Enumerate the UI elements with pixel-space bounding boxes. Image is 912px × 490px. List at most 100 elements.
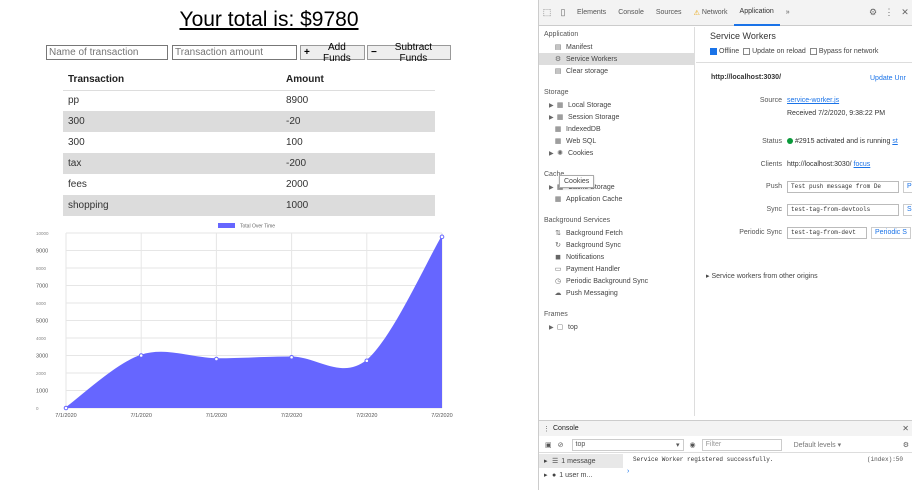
- status-value: #2915 activated and is running st: [787, 138, 898, 145]
- devtools-tabbar: ⬚ ▯ Elements Console Sources ⚠ Network Ap…: [539, 0, 912, 26]
- drawer-menu-icon[interactable]: ⋮: [543, 425, 550, 433]
- settings-gear-icon[interactable]: ⚙: [868, 7, 878, 17]
- close-devtools-icon[interactable]: ✕: [901, 7, 909, 17]
- sidebar-item-frame-top[interactable]: ▶ ▢ top: [549, 323, 578, 332]
- sync-input[interactable]: test-tag-from-devtools: [787, 204, 899, 216]
- status-dot-icon: [787, 138, 793, 145]
- header-transaction: Transaction: [63, 69, 281, 91]
- console-settings-icon[interactable]: ⚙: [902, 441, 909, 449]
- transaction-name-input[interactable]: [46, 45, 168, 60]
- periodic-sync-button[interactable]: Periodic S: [871, 227, 911, 239]
- sidebar-item-service-workers[interactable]: ⚙ Service Workers: [539, 53, 694, 65]
- sidebar-toggle-icon[interactable]: ▣: [545, 441, 552, 449]
- console-toolbar: ▣ ⊘ top ▾ ◉ Filter Default levels ▾ ⚙: [539, 437, 912, 453]
- more-tabs-button[interactable]: »: [785, 9, 790, 16]
- device-toolbar-icon[interactable]: ▯: [560, 7, 566, 17]
- close-drawer-icon[interactable]: ✕: [902, 424, 909, 433]
- expand-arrow-icon: ▸: [544, 472, 548, 479]
- data-point: [439, 234, 445, 240]
- console-source-link[interactable]: (index):50: [866, 456, 903, 463]
- transaction-amount-input[interactable]: [172, 45, 297, 60]
- header-amount: Amount: [281, 69, 435, 91]
- legend-label: Total Over Time: [240, 224, 275, 230]
- data-point: [289, 354, 294, 360]
- received-time: Received 7/2/2020, 9:38:22 PM: [787, 110, 886, 117]
- row-amount: 1000: [281, 195, 435, 216]
- add-funds-button[interactable]: + Add Funds: [300, 42, 365, 64]
- data-point: [138, 353, 144, 358]
- console-user-messages-filter[interactable]: ▸ ● 1 user m...: [544, 471, 593, 480]
- log-levels-dropdown[interactable]: Default levels ▾: [793, 441, 842, 449]
- sidebar-item-local-storage[interactable]: ▶ ▦ Local Storage: [549, 101, 612, 110]
- update-link[interactable]: Update: [870, 75, 893, 82]
- expand-arrow-icon[interactable]: ▶: [549, 184, 554, 191]
- periodic-sync-input[interactable]: test-tag-from-devt: [787, 227, 867, 239]
- database-icon: ▦: [554, 126, 562, 133]
- sidebar-item-notifications[interactable]: ◼ Notifications: [539, 251, 694, 263]
- console-messages-filter[interactable]: ▸ ☰ 1 message: [539, 454, 623, 468]
- row-name: 300: [68, 137, 85, 148]
- sidebar-item-web-sql[interactable]: ▦ Web SQL: [554, 137, 597, 146]
- expand-arrow-icon[interactable]: ▶: [549, 324, 554, 331]
- tab-application[interactable]: Application: [733, 0, 780, 26]
- sidebar-item-clear-storage[interactable]: ▤ Clear storage: [554, 67, 609, 76]
- offline-checkbox[interactable]: [710, 48, 717, 55]
- clear-console-icon[interactable]: ⊘: [557, 441, 564, 449]
- push-button[interactable]: P: [903, 181, 912, 193]
- console-prompt-icon[interactable]: ›: [627, 468, 630, 475]
- chevron-down-icon: ▾: [837, 441, 842, 449]
- unregister-link[interactable]: Unr: [894, 75, 906, 82]
- tab-network[interactable]: ⚠ Network: [693, 9, 728, 17]
- sync-button[interactable]: S: [903, 204, 912, 216]
- sidebar-item-indexeddb[interactable]: ▦ IndexedDB: [554, 125, 601, 134]
- row-amount: 100: [286, 137, 303, 148]
- y-tick-label: 6000: [36, 301, 47, 306]
- service-workers-panel: Service Workers Offline Update on reload…: [696, 27, 912, 416]
- minus-icon: −: [371, 47, 377, 58]
- other-origins-toggle[interactable]: ▸ Service workers from other origins: [706, 273, 818, 280]
- more-options-icon[interactable]: ⋮: [884, 7, 894, 17]
- source-link[interactable]: service-worker.js: [787, 97, 840, 104]
- sidebar-item-payment-handler[interactable]: ▭ Payment Handler: [554, 265, 621, 274]
- expand-arrow-icon[interactable]: ▶: [549, 150, 554, 157]
- chevron-down-icon: ▾: [675, 441, 680, 449]
- tab-sources[interactable]: Sources: [655, 9, 682, 16]
- row-name: 300: [63, 111, 281, 132]
- context-selector[interactable]: top ▾: [571, 438, 684, 451]
- sidebar-item-background-sync[interactable]: ↻ Background Sync: [539, 239, 694, 251]
- expand-arrow-icon[interactable]: ▶: [549, 114, 554, 121]
- expand-arrow-icon[interactable]: ▶: [549, 102, 554, 109]
- data-point: [364, 358, 370, 364]
- budget-app: Your total is: $9780 +Add Funds −Subtrac…: [36, 8, 453, 419]
- sidebar-item-session-storage[interactable]: ▶ ▦ Session Storage: [549, 113, 620, 122]
- console-message: Service Worker registered successfully. …: [633, 456, 903, 463]
- divider: [696, 62, 912, 63]
- sidebar-item-background-fetch[interactable]: ⇅ Background Fetch: [539, 227, 694, 239]
- focus-link[interactable]: focus: [853, 161, 871, 168]
- console-filter-input[interactable]: Filter: [701, 438, 782, 451]
- database-icon: ▦: [554, 138, 562, 145]
- sidebar-item-push-messaging[interactable]: ☁ Push Messaging: [554, 289, 618, 298]
- console-drawer-tab[interactable]: Console: [553, 425, 579, 432]
- x-tick-label: 7/1/2020: [55, 413, 76, 419]
- subtract-funds-button[interactable]: − Subtract Funds: [367, 42, 451, 64]
- series-area: [66, 236, 442, 408]
- grid-icon: ▦: [556, 102, 564, 109]
- sidebar-item-application-cache[interactable]: ▦ Application Cache: [554, 195, 623, 204]
- sidebar-item-periodic-sync[interactable]: ◷ Periodic Background Sync: [554, 277, 649, 286]
- tab-console[interactable]: Console: [618, 9, 644, 16]
- total-over-time-chart: 0 1000 2000 3000 4000 5000 6000 7000 8000 9000 100…: [36, 223, 453, 419]
- bypass-network-checkbox[interactable]: [809, 48, 817, 55]
- inspect-icon[interactable]: ⬚: [542, 7, 552, 17]
- eye-icon[interactable]: ◉: [689, 441, 696, 449]
- tab-elements[interactable]: Elements: [577, 9, 607, 16]
- update-on-reload-checkbox[interactable]: [743, 48, 751, 55]
- table-row: shopping 1000: [63, 195, 435, 216]
- push-input[interactable]: Test push message from De: [787, 181, 899, 193]
- sidebar-item-manifest[interactable]: ▤ Manifest: [554, 43, 593, 52]
- row-amount: -200: [281, 153, 435, 174]
- sidebar-item-cookies[interactable]: ▶ ✺ Cookies: [549, 149, 594, 158]
- row-amount: -20: [281, 111, 435, 132]
- stop-link[interactable]: st: [892, 138, 898, 145]
- clock-icon: ◷: [554, 278, 562, 285]
